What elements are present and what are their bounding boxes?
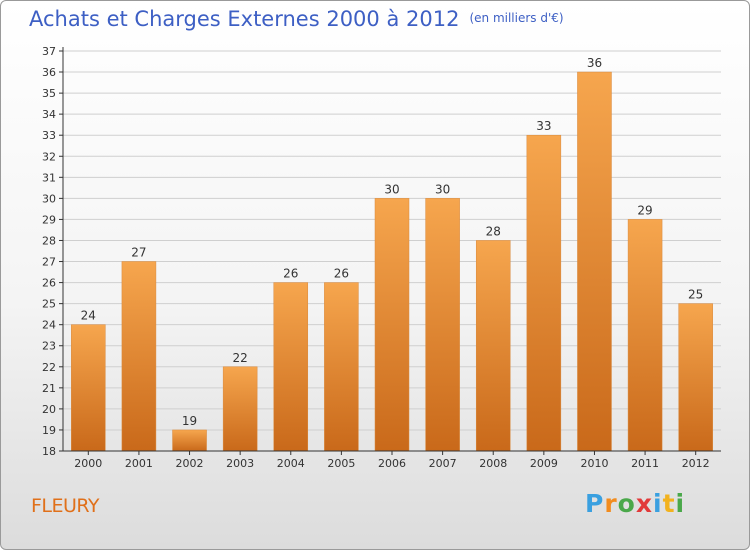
x-tick-label: 2008 bbox=[479, 457, 507, 470]
chart-unit: (en milliers d'€) bbox=[469, 11, 564, 25]
y-tick-label: 20 bbox=[42, 403, 56, 416]
x-tick-label: 2004 bbox=[277, 457, 305, 470]
logo-letter: i bbox=[653, 489, 663, 518]
x-tick-label: 2003 bbox=[226, 457, 254, 470]
bar-value-label: 27 bbox=[131, 246, 146, 260]
bar-value-label: 28 bbox=[486, 224, 501, 238]
bar bbox=[526, 134, 562, 452]
y-tick-label: 34 bbox=[42, 108, 56, 121]
y-tick-label: 30 bbox=[42, 192, 56, 205]
x-tick-label: 2006 bbox=[378, 457, 406, 470]
logo-letter: x bbox=[635, 489, 653, 518]
bar bbox=[627, 219, 663, 452]
chart-title: Achats et Charges Externes 2000 à 2012 (e… bbox=[29, 7, 564, 31]
bar-value-label: 26 bbox=[283, 267, 298, 281]
y-tick-label: 23 bbox=[42, 340, 56, 353]
y-tick-label: 31 bbox=[42, 171, 56, 184]
chart-title-text: Achats et Charges Externes 2000 à 2012 bbox=[29, 7, 460, 31]
bar-value-label: 19 bbox=[182, 414, 197, 428]
y-tick-label: 36 bbox=[42, 66, 56, 79]
y-tick-label: 26 bbox=[42, 277, 56, 290]
logo-letter: i bbox=[675, 489, 686, 518]
logo-letter: o bbox=[617, 489, 636, 518]
y-tick-label: 21 bbox=[42, 382, 56, 395]
bar bbox=[222, 366, 258, 452]
bar-value-label: 36 bbox=[587, 56, 602, 70]
town-name: FLEURY bbox=[31, 495, 100, 517]
x-tick-label: 2012 bbox=[682, 457, 710, 470]
bar bbox=[577, 71, 612, 452]
y-tick-label: 28 bbox=[42, 234, 56, 247]
bar-value-label: 26 bbox=[334, 267, 349, 281]
x-tick-label: 2010 bbox=[580, 457, 608, 470]
bar bbox=[475, 240, 511, 452]
bar-value-label: 30 bbox=[384, 182, 399, 196]
bar bbox=[121, 261, 157, 452]
logo-letter: r bbox=[604, 489, 618, 518]
bar bbox=[374, 198, 410, 452]
bar bbox=[425, 198, 460, 452]
bar-value-label: 24 bbox=[81, 309, 96, 323]
x-tick-label: 2011 bbox=[631, 457, 659, 470]
y-tick-label: 32 bbox=[42, 150, 56, 163]
x-tick-label: 2000 bbox=[74, 457, 102, 470]
x-tick-label: 2007 bbox=[429, 457, 457, 470]
y-tick-label: 22 bbox=[42, 361, 56, 374]
x-tick-label: 2002 bbox=[176, 457, 204, 470]
y-tick-label: 24 bbox=[42, 319, 56, 332]
x-tick-label: 2001 bbox=[125, 457, 153, 470]
y-tick-label: 18 bbox=[42, 445, 56, 458]
bar-value-label: 33 bbox=[536, 119, 551, 133]
proxiti-logo: Proxiti bbox=[585, 489, 685, 518]
y-tick-label: 29 bbox=[42, 213, 56, 226]
bar bbox=[678, 303, 713, 452]
y-tick-label: 37 bbox=[42, 45, 56, 58]
logo-letter: P bbox=[585, 489, 605, 518]
logo-letter: t bbox=[662, 489, 676, 518]
y-tick-label: 19 bbox=[42, 424, 56, 437]
y-tick-label: 27 bbox=[42, 256, 56, 269]
x-tick-label: 2009 bbox=[530, 457, 558, 470]
y-tick-label: 35 bbox=[42, 87, 56, 100]
bar bbox=[324, 282, 359, 452]
y-tick-label: 25 bbox=[42, 298, 56, 311]
bar-value-label: 25 bbox=[688, 288, 703, 302]
bar bbox=[273, 282, 309, 452]
bar-value-label: 30 bbox=[435, 182, 450, 196]
bar bbox=[172, 429, 207, 452]
bar-value-label: 29 bbox=[637, 203, 652, 217]
bar bbox=[71, 324, 106, 452]
y-tick-label: 33 bbox=[42, 129, 56, 142]
bar-value-label: 22 bbox=[233, 351, 248, 365]
x-tick-label: 2005 bbox=[327, 457, 355, 470]
